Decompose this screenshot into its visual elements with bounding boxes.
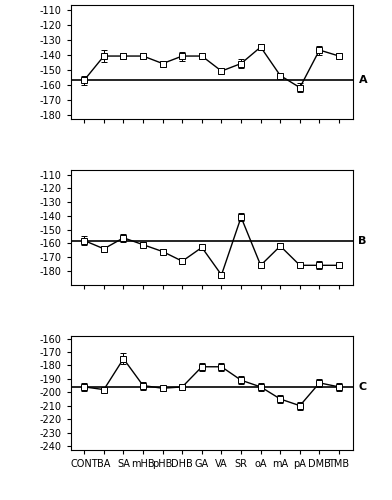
Text: B: B: [358, 236, 367, 246]
Text: C: C: [358, 382, 367, 392]
Text: A: A: [358, 75, 367, 85]
